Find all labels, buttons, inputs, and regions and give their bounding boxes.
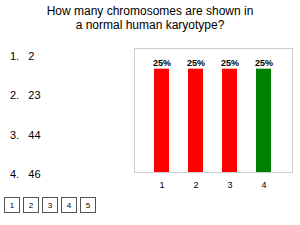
svg-text:3: 3 — [227, 180, 232, 190]
html-text:5: 5 — [85, 200, 91, 210]
html-text:1. 2: 1. 2 — [10, 49, 35, 62]
svg-text:25%: 25% — [187, 58, 205, 68]
svg-text:1: 1 — [159, 180, 164, 190]
html-text:3. 44: 3. 44 — [10, 128, 41, 141]
html-text:How many chromosomes are shown: How many chromosomes are shown in a norm… — [46, 4, 254, 32]
html-text:4. 46: 4. 46 — [10, 168, 41, 181]
svg-text:4: 4 — [261, 180, 266, 190]
svg-text:2: 2 — [193, 180, 198, 190]
html-text:4: 4 — [66, 200, 72, 210]
html-text:2. 23: 2. 23 — [10, 89, 41, 102]
html-text:3: 3 — [47, 200, 53, 210]
html-text:1: 1 — [9, 200, 15, 210]
svg-text:25%: 25% — [221, 58, 239, 68]
svg-text:25%: 25% — [153, 58, 171, 68]
svg-text:25%: 25% — [255, 58, 273, 68]
html-text:2: 2 — [28, 200, 34, 210]
